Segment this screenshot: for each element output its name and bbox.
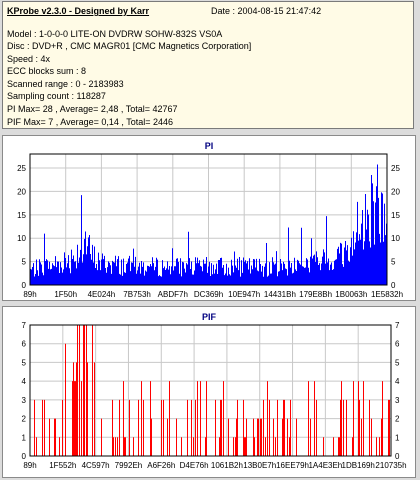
pif-chart-panel: PIF 0 0 1 1 2 2 3 3 4 4 5 5 6 6 7 7 89h 1F552h 4C597h 7992E… <box>2 306 416 478</box>
y-tick-label-right: 0 <box>391 281 396 290</box>
x-tick-label: D4E76h <box>180 461 209 470</box>
x-tick-label: 1B0063h <box>335 290 367 299</box>
y-tick-label-right: 3 <box>395 396 400 405</box>
x-tick-label: 89h <box>23 461 36 470</box>
bars <box>30 164 387 285</box>
y-tick-label-left: 10 <box>17 234 26 243</box>
x-tick-label: 10E947h <box>228 290 260 299</box>
x-tick-label: 89h <box>23 290 36 299</box>
x-tick-label: 1A4E3Eh <box>308 461 342 470</box>
y-tick-label-right: 25 <box>391 164 400 173</box>
y-tick-label-right: 5 <box>395 358 400 367</box>
y-tick-label-right: 4 <box>395 377 400 386</box>
pi-chart-title: PI <box>205 141 214 151</box>
y-tick-label-right: 0 <box>395 452 400 461</box>
x-tick-label: 1DB169h <box>342 461 375 470</box>
y-tick-label-right: 7 <box>395 321 400 330</box>
x-tick-label: 1061B2h <box>211 461 243 470</box>
range-info: Scanned range : 0 - 2183983 <box>7 79 124 89</box>
y-tick-label-left: 2 <box>22 415 27 424</box>
y-tick-label-right: 6 <box>395 340 400 349</box>
model-info: Model : 1-0-0-0 LITE-ON DVDRW SOHW-832S … <box>7 29 223 39</box>
pi-stats: PI Max= 28 , Average= 2,48 , Total= 4276… <box>7 104 178 114</box>
x-tick-label: 16EE79h <box>276 461 309 470</box>
bars <box>34 325 390 456</box>
y-tick-label-left: 3 <box>22 396 27 405</box>
ecc-info: ECC blocks sum : 8 <box>7 66 87 76</box>
y-tick-label-left: 5 <box>22 258 27 267</box>
disc-info: Disc : DVD+R , CMC MAGR01 [CMC Magnetics… <box>7 41 252 51</box>
y-tick-label-left: 7 <box>22 321 27 330</box>
y-tick-label-left: 4 <box>22 377 27 386</box>
y-tick-label-left: 25 <box>17 164 26 173</box>
pif-chart-title: PIF <box>202 312 217 322</box>
y-tick-label-right: 15 <box>391 211 400 220</box>
y-tick-label-right: 10 <box>391 234 400 243</box>
x-tick-label: 13B0E7h <box>243 461 276 470</box>
y-tick-label-left: 1 <box>22 433 27 442</box>
y-tick-label-right: 20 <box>391 187 400 196</box>
pi-chart: PI 0 0 5 5 10 10 15 15 20 20 25 25 89h 1F50h 4E024h 7B7… <box>17 141 403 299</box>
speed-info: Speed : 4x <box>7 54 51 64</box>
sampling-info: Sampling count : 118287 <box>7 91 106 101</box>
y-tick-label-left: 6 <box>22 340 27 349</box>
x-tick-label: 210735h <box>375 461 406 470</box>
pif-chart: PIF 0 0 1 1 2 2 3 3 4 4 5 5 6 6 7 7 89h 1F552h 4C597h 7992E… <box>22 312 407 470</box>
pif-stats: PIF Max= 7 , Average= 0,14 , Total= 2446 <box>7 117 174 127</box>
y-tick-label-left: 15 <box>17 211 26 220</box>
x-tick-label: DC369h <box>194 290 223 299</box>
y-tick-label-left: 0 <box>22 452 27 461</box>
x-tick-label: 4E024h <box>88 290 116 299</box>
x-tick-label: 14431Bh <box>264 290 296 299</box>
x-tick-label: 1E5832h <box>371 290 403 299</box>
y-tick-label-left: 20 <box>17 187 26 196</box>
x-tick-label: 7B753h <box>123 290 151 299</box>
x-tick-label: ABDF7h <box>158 290 188 299</box>
plot-frame <box>29 153 388 286</box>
scan-date: Date : 2004-08-15 21:47:42 <box>211 6 322 16</box>
x-tick-label: 179E8Bh <box>299 290 332 299</box>
x-tick-label: 7992Eh <box>115 461 143 470</box>
y-tick-label-right: 2 <box>395 415 400 424</box>
plot-frame <box>29 324 392 457</box>
y-tick-label-left: 5 <box>22 358 27 367</box>
y-tick-label-right: 5 <box>391 258 396 267</box>
app-title: KProbe v2.3.0 - Designed by Karr <box>7 6 150 16</box>
x-tick-label: 1F50h <box>54 290 77 299</box>
x-tick-label: A6F26h <box>147 461 175 470</box>
pi-chart-panel: PI 0 0 5 5 10 10 15 15 20 20 25 25 89h 1F50h 4E024h 7B7… <box>2 135 416 301</box>
y-tick-label-left: 0 <box>22 281 27 290</box>
x-tick-label: 4C597h <box>82 461 110 470</box>
info-panel: KProbe v2.3.0 - Designed by Karr Date : … <box>2 1 414 129</box>
y-tick-label-right: 1 <box>395 433 400 442</box>
x-tick-label: 1F552h <box>49 461 76 470</box>
